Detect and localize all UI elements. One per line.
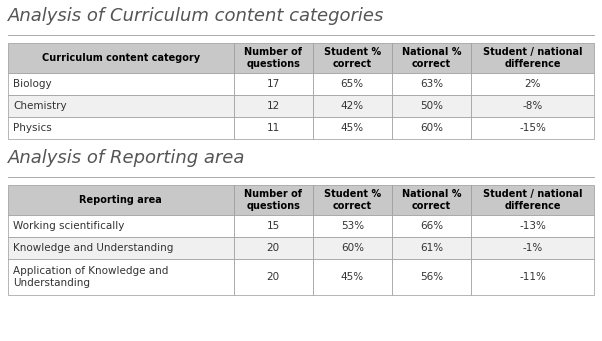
Text: 2%: 2% [524,79,541,89]
Text: 45%: 45% [341,272,364,282]
Bar [392,259,471,295]
Text: National %
correct: National % correct [402,189,461,211]
Bar [471,237,594,259]
Bar [8,185,234,215]
Text: 12: 12 [267,101,280,111]
Text: 66%: 66% [420,221,443,231]
Text: Physics: Physics [13,123,52,133]
Text: -13%: -13% [519,221,546,231]
Bar [8,237,234,259]
Text: -11%: -11% [519,272,546,282]
Text: Analysis of Reporting area: Analysis of Reporting area [8,149,246,167]
Bar [471,215,594,237]
Text: Biology: Biology [13,79,52,89]
Text: Knowledge and Understanding: Knowledge and Understanding [13,243,173,253]
Bar [8,259,234,295]
Bar [312,73,392,95]
Bar [8,215,234,237]
Bar [312,237,392,259]
Bar [471,95,594,117]
Bar [234,117,312,139]
Bar [234,215,312,237]
Text: Student / national
difference: Student / national difference [483,47,582,69]
Bar [234,259,312,295]
Text: 61%: 61% [420,243,443,253]
Text: Application of Knowledge and
Understanding: Application of Knowledge and Understandi… [13,266,169,288]
Bar [471,117,594,139]
Bar [392,237,471,259]
Bar [471,73,594,95]
Bar [471,185,594,215]
Text: National %
correct: National % correct [402,47,461,69]
Bar [312,259,392,295]
Text: -1%: -1% [523,243,542,253]
Bar [234,237,312,259]
Text: Reporting area: Reporting area [79,195,162,205]
Text: 42%: 42% [341,101,364,111]
Text: 65%: 65% [341,79,364,89]
Bar [234,43,312,73]
Bar [392,215,471,237]
Text: 60%: 60% [341,243,364,253]
Bar [8,73,234,95]
Text: Student %
correct: Student % correct [324,189,381,211]
Text: 60%: 60% [420,123,443,133]
Text: 53%: 53% [341,221,364,231]
Text: Curriculum content category: Curriculum content category [42,53,200,63]
Text: Student / national
difference: Student / national difference [483,189,582,211]
Bar [392,185,471,215]
Text: Number of
questions: Number of questions [244,47,302,69]
Bar [471,259,594,295]
Bar [8,43,234,73]
Text: 17: 17 [267,79,280,89]
Text: 20: 20 [267,272,280,282]
Bar [392,43,471,73]
Bar [392,117,471,139]
Text: 45%: 45% [341,123,364,133]
Bar [234,73,312,95]
Text: Analysis of Curriculum content categories: Analysis of Curriculum content categorie… [8,7,384,25]
Bar [392,95,471,117]
Bar [8,95,234,117]
Text: 50%: 50% [420,101,443,111]
Text: 20: 20 [267,243,280,253]
Text: Working scientifically: Working scientifically [13,221,125,231]
Text: 15: 15 [267,221,280,231]
Bar [312,117,392,139]
Bar [312,215,392,237]
Text: Student %
correct: Student % correct [324,47,381,69]
Bar [312,185,392,215]
Bar [471,43,594,73]
Bar [312,43,392,73]
Text: 11: 11 [267,123,280,133]
Bar [234,185,312,215]
Bar [234,95,312,117]
Text: -15%: -15% [519,123,546,133]
Bar [312,95,392,117]
Text: Number of
questions: Number of questions [244,189,302,211]
Text: 56%: 56% [420,272,443,282]
Bar [8,117,234,139]
Bar [392,73,471,95]
Text: -8%: -8% [523,101,542,111]
Text: 63%: 63% [420,79,443,89]
Text: Chemistry: Chemistry [13,101,67,111]
